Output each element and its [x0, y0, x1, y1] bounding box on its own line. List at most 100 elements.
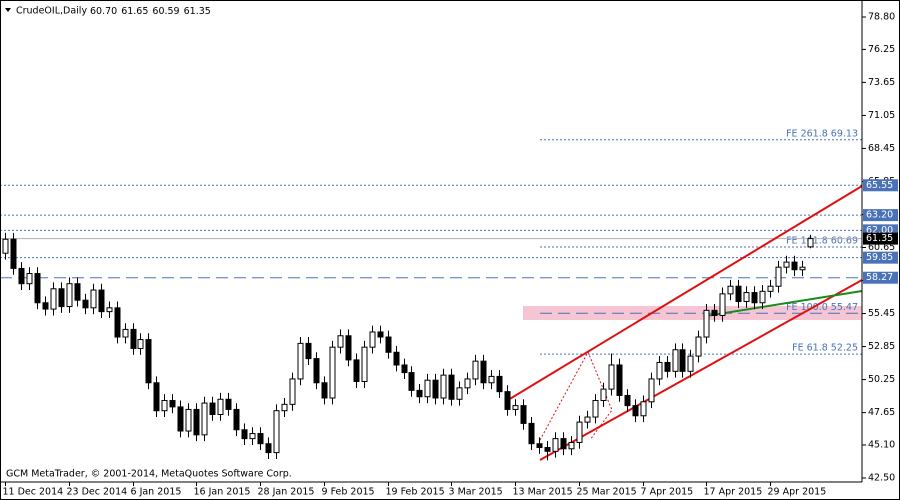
y-tick-label: 76.25 [868, 44, 895, 55]
candle-body [98, 289, 105, 313]
candle-body [281, 403, 288, 412]
fib-label: FE 61.8 52.25 [792, 343, 858, 354]
candle-body [504, 391, 511, 410]
candle-body [416, 389, 423, 398]
candle-body [297, 342, 304, 380]
candle-body [679, 349, 686, 372]
y-tick-label: 47.65 [868, 407, 895, 418]
candle-body [544, 447, 551, 452]
candle-body [122, 328, 129, 338]
candle-body [337, 335, 344, 348]
fib-label: FE 261.8 69.13 [786, 128, 858, 139]
candle-body [656, 361, 663, 380]
candle-body [401, 364, 408, 374]
channel-upper [507, 185, 863, 401]
candle-body [536, 443, 543, 449]
y-tick-label: 50.25 [868, 374, 895, 385]
candle-body [687, 355, 694, 372]
candle-body [807, 238, 814, 248]
trend-line [705, 290, 863, 317]
candle-body [353, 359, 360, 382]
x-tick-label: 13 Mar 2015 [513, 487, 573, 498]
ohlc-value: 60.59 [152, 6, 179, 17]
y-tick-label: 60.65 [868, 242, 895, 253]
candle-body [34, 273, 41, 304]
channel-lower [539, 279, 863, 461]
candle-body [177, 406, 184, 432]
y-tick-label: 71.05 [868, 110, 895, 121]
y-tick-label: 68.45 [868, 143, 895, 154]
candle-body [456, 387, 463, 400]
candle-body [329, 346, 336, 399]
footer: GCM MetaTrader, © 2001-2014, MetaQuotes … [6, 469, 292, 480]
candle-body [600, 388, 607, 402]
candle-body [2, 238, 9, 254]
candle-body [169, 400, 176, 408]
candle-body [289, 378, 296, 405]
candle-body [751, 292, 758, 304]
candle-body [592, 400, 599, 418]
x-tick-label: 16 Jan 2015 [194, 487, 251, 498]
candle-body [273, 410, 280, 454]
candle-body [58, 288, 65, 308]
candle-body [225, 398, 232, 410]
ohlc-value: 60.70 [90, 6, 117, 17]
candle-body [161, 400, 168, 412]
level-box [863, 179, 898, 192]
candle-body [735, 285, 742, 302]
x-tick-label: 6 Jan 2015 [131, 487, 182, 498]
y-tick-label: 73.65 [868, 77, 895, 88]
candle-body [265, 443, 272, 454]
x-tick-label: 17 Apr 2015 [704, 487, 763, 498]
level-label: 62.00 [866, 225, 893, 236]
candle-body [711, 309, 718, 316]
candle-body [313, 358, 320, 384]
candle-body [695, 336, 702, 357]
candle-body [321, 382, 328, 399]
x-tick-label: 9 Feb 2015 [322, 487, 375, 498]
candle-body [703, 309, 710, 338]
fib-zigzag [539, 350, 613, 441]
level-label: 65.55 [866, 180, 893, 191]
candle-body [137, 339, 144, 349]
candles [2, 232, 814, 461]
menu-arrow[interactable] [5, 8, 11, 12]
candle-body [385, 336, 392, 353]
candle-body [369, 331, 376, 348]
x-tick-label: 25 Mar 2015 [577, 487, 637, 498]
y-tick-label: 78.80 [868, 12, 895, 23]
candle-body [799, 266, 806, 271]
candle-body [257, 433, 264, 445]
candle-body [18, 267, 25, 285]
candle-body [432, 379, 439, 399]
candle-body [528, 422, 535, 445]
level-label: 58.27 [866, 272, 893, 283]
candle-body [568, 441, 575, 450]
candle-body [608, 364, 615, 390]
candle-body [241, 429, 248, 440]
candle-body [560, 438, 567, 450]
candle-body [377, 331, 384, 338]
candle-body [775, 266, 782, 287]
candle-body [727, 285, 734, 295]
x-tick-label: 28 Jan 2015 [258, 487, 315, 498]
candle-body [114, 307, 121, 338]
y-tick-label: 45.10 [868, 439, 895, 450]
candle-body [664, 361, 671, 372]
candle-body [767, 285, 774, 292]
candle-body [42, 302, 49, 310]
level-label: 63.20 [866, 210, 893, 221]
candle-body [82, 299, 89, 309]
candle-body [552, 438, 559, 452]
candle-body [74, 283, 81, 301]
candle-body [719, 293, 726, 316]
x-tick-label: 3 Mar 2015 [449, 487, 503, 498]
candle-body [640, 401, 647, 417]
candle-body [50, 288, 57, 310]
y-tick-label: 55.45 [868, 308, 895, 319]
candle-body [201, 402, 208, 436]
candle-body [576, 421, 583, 443]
